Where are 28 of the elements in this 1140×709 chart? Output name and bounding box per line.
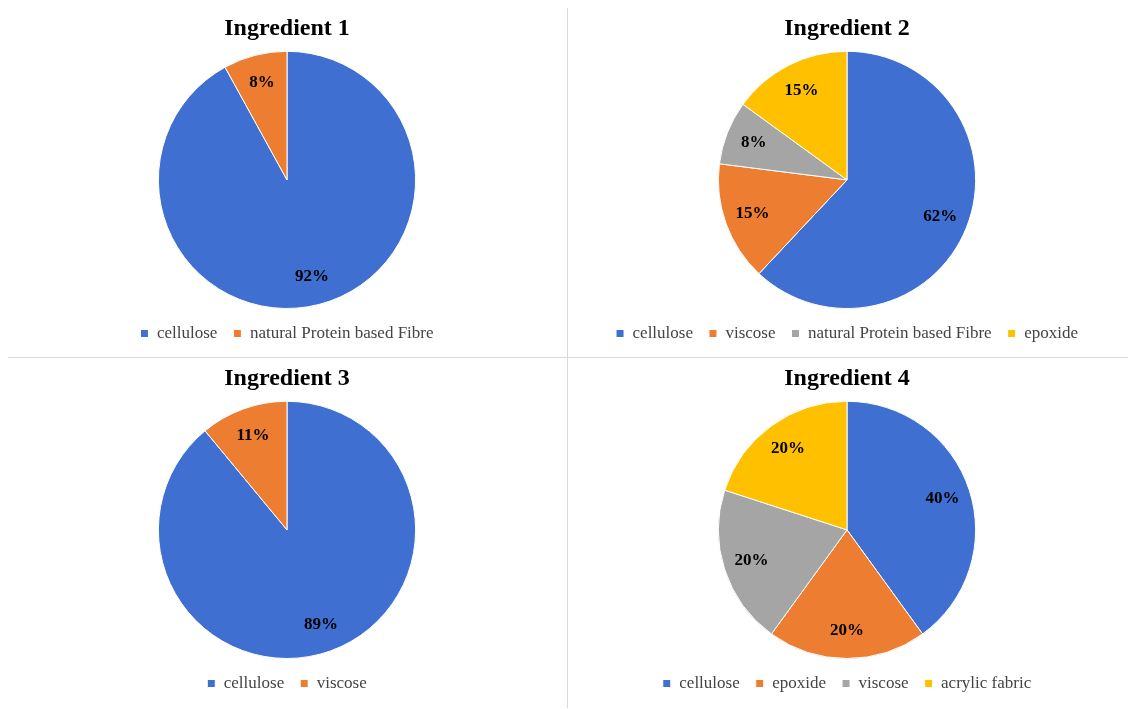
data-label: 92% [294, 266, 329, 286]
data-label: 40% [925, 488, 960, 508]
legend-label: cellulose [679, 672, 740, 692]
data-label: 11% [236, 424, 270, 444]
legend-label: epoxide [1024, 322, 1078, 342]
data-label: 15% [735, 203, 770, 223]
data-label: 20% [830, 619, 864, 639]
chart-title: Ingredient 1 [224, 13, 350, 40]
legend-label: acrylic fabric [941, 672, 1032, 692]
legend-label: natural Protein based Fibre [249, 322, 434, 342]
legend-label: cellulose [632, 322, 693, 342]
legend-label: natural Protein based Fibre [808, 322, 992, 342]
legend-label: cellulose [156, 322, 218, 342]
data-label: 62% [923, 206, 958, 226]
chart-title: Ingredient 2 [784, 13, 910, 40]
data-label: 15% [784, 79, 819, 99]
data-label: 20% [771, 438, 806, 458]
chart-title: Ingredient 3 [224, 363, 350, 390]
legend-label: viscose [316, 672, 367, 692]
data-label: 8% [249, 72, 275, 92]
data-label: 89% [303, 613, 338, 633]
data-label: 20% [734, 550, 769, 570]
legend-label: cellulose [223, 672, 285, 692]
legend-label: viscose [858, 672, 909, 692]
chart-title: Ingredient 4 [784, 363, 910, 390]
legend-label: viscose [725, 322, 776, 342]
legend-label: epoxide [772, 672, 827, 692]
data-label: 8% [740, 132, 767, 152]
